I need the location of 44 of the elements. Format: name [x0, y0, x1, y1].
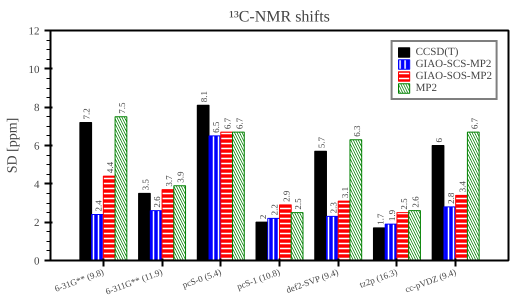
chart-title: ¹³C-NMR shifts	[229, 8, 330, 26]
data-label: 2.4	[93, 200, 104, 212]
x-tick-label: pcS-1 (10.8)	[236, 266, 282, 292]
data-label: 2.6	[152, 196, 162, 208]
legend-label: MP2	[416, 82, 437, 94]
y-axis-title: SD [ppm]	[6, 118, 20, 174]
data-label: 7.2	[82, 108, 92, 120]
y-tick-label: 6	[34, 140, 40, 152]
y-tick-label: 12	[28, 26, 40, 38]
data-label: 2.6	[410, 196, 421, 208]
y-tick-label: 10	[28, 64, 40, 76]
data-label: 5.7	[316, 136, 327, 148]
legend-label: CCSD(T)	[416, 46, 458, 58]
y-tick-label: 2	[34, 217, 40, 230]
data-label: 2.8	[446, 192, 456, 204]
y-tick-label: 0	[34, 256, 40, 268]
data-label: 2.9	[281, 190, 292, 202]
data-label: 2.5	[398, 198, 409, 210]
y-tick-label: 8	[34, 102, 40, 114]
data-label: 8.1	[199, 91, 210, 102]
data-label: 6	[434, 138, 444, 142]
data-label: 2.2	[270, 204, 280, 216]
data-label: 4.4	[105, 161, 116, 174]
legend-label: GIAO-SCS-MP2	[416, 58, 492, 70]
y-tick-label: 4	[34, 178, 40, 191]
data-label: 7.5	[116, 102, 127, 114]
data-label: 6.3	[352, 125, 362, 137]
legend-label: GIAO-SOS-MP2	[416, 70, 492, 82]
data-label: 3.9	[176, 171, 186, 183]
data-label: 3.1	[340, 186, 350, 198]
data-label: 2	[258, 214, 268, 220]
data-label: 6.7	[469, 117, 480, 130]
data-label: 1.7	[375, 213, 386, 225]
data-label: 3.7	[164, 174, 174, 187]
data-label: 6.5	[210, 121, 221, 133]
data-label: 2.5	[293, 198, 304, 210]
data-label: 3.4	[458, 180, 468, 192]
data-label: 6.7	[222, 117, 233, 130]
x-tick-label: tz2p (16.3)	[358, 266, 399, 290]
data-label: 6.7	[234, 117, 244, 130]
data-label: 1.9	[387, 209, 398, 222]
data-label: 3.5	[140, 178, 150, 190]
data-label: 2.3	[328, 202, 338, 214]
x-tick-label: pcS-0 (5.4)	[181, 266, 222, 290]
